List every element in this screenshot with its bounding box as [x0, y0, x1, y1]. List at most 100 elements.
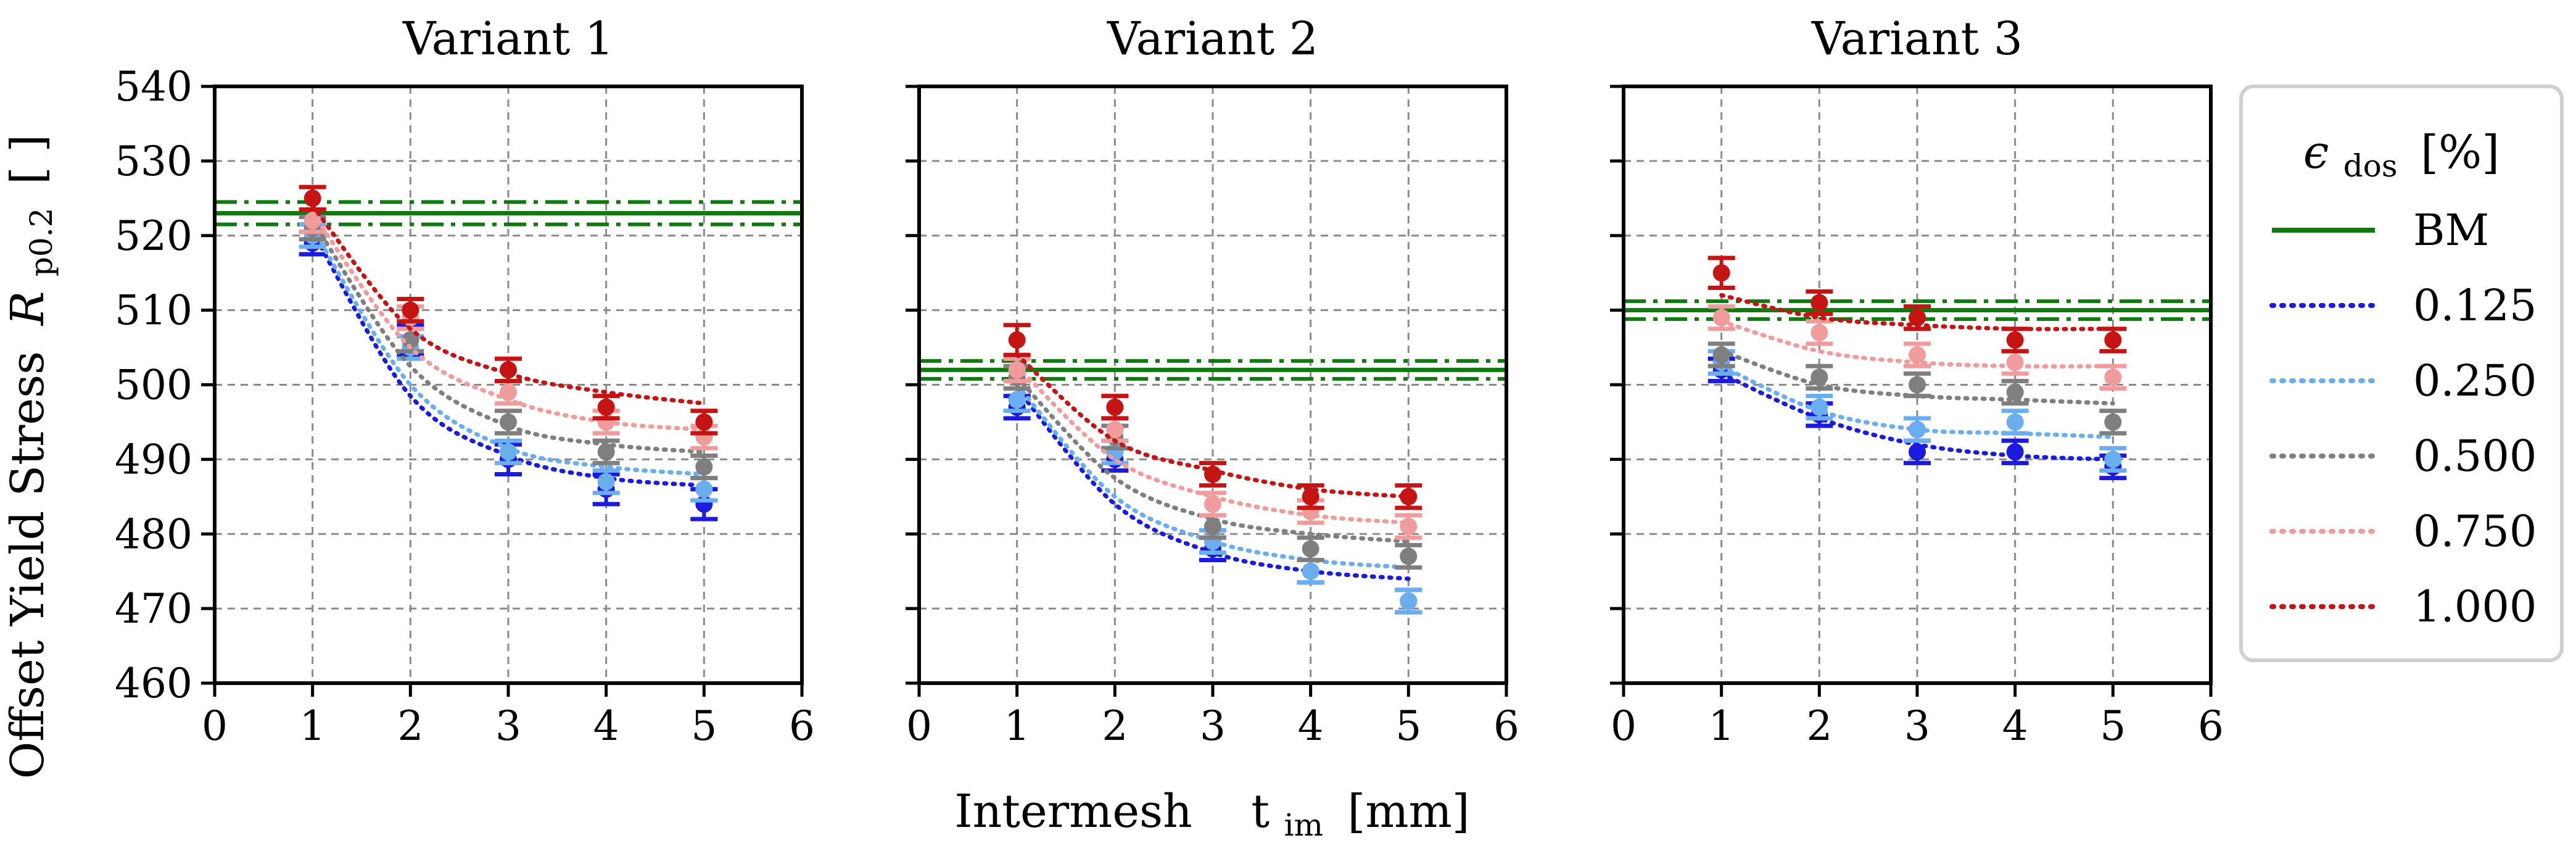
axis-ticks: 0 1 2 3 4 5 6: [906, 85, 1519, 750]
data-point: [299, 185, 326, 212]
series-1.000: [1707, 255, 2127, 354]
y-tick-label: 480: [115, 510, 192, 558]
data-marker: [500, 443, 517, 461]
data-point: [1199, 460, 1226, 488]
legend-label: 0.125: [2413, 280, 2537, 331]
x-tick-label: 6: [789, 702, 815, 750]
data-marker: [1909, 376, 1926, 394]
x-tick-label: 1: [1709, 702, 1735, 750]
x-tick-label: 3: [1200, 702, 1226, 750]
data-marker: [1204, 495, 1221, 513]
x-tick-label: 5: [1395, 702, 1421, 750]
data-marker: [1204, 465, 1221, 483]
data-marker: [1106, 398, 1124, 416]
data-point: [2001, 349, 2029, 376]
data-point: [1707, 304, 1735, 331]
x-tick-label: 2: [397, 702, 423, 750]
y-axis-label: Offset Yield Stress R p0.2 [ ]: [1, 135, 63, 779]
data-point: [690, 453, 718, 481]
axis-ticks: 0 1 2 3 4 5 6: [1610, 85, 2224, 750]
chart-panels: 0 1 2 3 4 5 6460470480490500510520530540Varian…: [115, 12, 2224, 750]
data-marker: [2006, 443, 2024, 461]
legend-title: ϵ dos [%]: [2303, 126, 2500, 188]
x-tick-label: 4: [1298, 702, 1324, 750]
series-0.750: [1707, 304, 2127, 391]
data-marker: [2104, 413, 2122, 431]
data-marker: [695, 480, 713, 498]
data-marker: [1302, 488, 1319, 505]
data-marker: [500, 413, 517, 431]
legend-title-subscript: dos: [2343, 148, 2398, 184]
data-marker: [1909, 346, 1926, 364]
x-tick-label: 0: [1611, 702, 1637, 750]
series-0.500: [1707, 341, 2127, 436]
data-marker: [1909, 309, 1926, 326]
data-point: [592, 394, 620, 421]
x-axis-label-unit: [mm]: [1348, 785, 1470, 838]
x-tick-label: 1: [300, 702, 326, 750]
data-point: [1395, 513, 1422, 540]
data-marker: [402, 331, 419, 349]
data-marker: [1712, 346, 1730, 364]
y-tick-label: 530: [115, 138, 192, 185]
data-point: [1395, 542, 1422, 570]
y-tick-label: 540: [115, 63, 192, 110]
data-point: [2001, 378, 2029, 406]
data-marker: [1400, 592, 1418, 610]
x-tick-label: 6: [1493, 702, 1519, 750]
data-marker: [1008, 331, 1026, 349]
data-point: [592, 468, 620, 496]
panel-1: 0 1 2 3 4 5 6 460 470 480 490 500 510 520 530 540 Varian…: [115, 12, 815, 750]
data-point: [2001, 438, 2029, 465]
x-tick-label: 4: [2002, 702, 2028, 750]
x-tick-label: 3: [495, 702, 521, 750]
x-tick-label: 3: [1904, 702, 1930, 750]
data-marker: [500, 383, 517, 401]
data-marker: [695, 413, 713, 431]
data-point: [1806, 319, 1833, 346]
data-point: [1101, 394, 1129, 421]
data-point: [495, 356, 522, 383]
data-point: [1806, 289, 1833, 317]
data-point: [2099, 363, 2127, 391]
data-marker: [597, 443, 615, 461]
legend-entry-BM: BM: [2272, 205, 2489, 255]
data-point: [2001, 409, 2029, 436]
data-marker: [1810, 368, 1828, 386]
panel-2: 0 1 2 3 4 5 6 Variant 2: [906, 12, 1519, 750]
data-marker: [2104, 368, 2122, 386]
panel-title: Variant 2: [1107, 12, 1318, 65]
data-marker: [1008, 391, 1026, 409]
panel-3: 0 1 2 3 4 5 6 Variant 3: [1610, 12, 2224, 750]
data-marker: [2006, 413, 2024, 431]
x-axis-label-subscript: im: [1284, 807, 1323, 843]
panel-title: Variant 1: [402, 12, 614, 65]
y-tick-label: 520: [115, 212, 192, 260]
legend-label: 1.000: [2413, 581, 2537, 632]
data-marker: [1712, 264, 1730, 282]
legend-entry-0.250: 0.250: [2269, 355, 2537, 406]
fit-curve: [310, 218, 706, 454]
x-tick-label: 2: [1806, 702, 1832, 750]
x-tick-label: 0: [906, 702, 932, 750]
data-marker: [2104, 331, 2122, 349]
data-marker: [1400, 518, 1418, 536]
data-marker: [303, 212, 321, 230]
data-point: [1904, 341, 1931, 368]
x-axis-label: Intermesh t im [mm]: [954, 785, 1469, 847]
data-marker: [2006, 331, 2024, 349]
data-point: [2099, 409, 2127, 436]
legend-entry-0.750: 0.750: [2269, 506, 2537, 557]
x-tick-label: 5: [691, 702, 717, 750]
data-marker: [1400, 547, 1418, 565]
data-marker: [2104, 450, 2122, 468]
data-marker: [1810, 323, 1828, 341]
x-tick-label: 2: [1102, 702, 1128, 750]
legend-label: 0.250: [2413, 355, 2537, 406]
x-tick-label: 6: [2198, 702, 2224, 750]
y-axis-label-main: Offset Yield Stress: [1, 351, 54, 779]
series-1.000: [299, 185, 718, 436]
legend-entry-1.000: 1.000: [2269, 581, 2537, 632]
y-tick-label: 460: [115, 660, 192, 707]
data-marker: [2006, 383, 2024, 401]
